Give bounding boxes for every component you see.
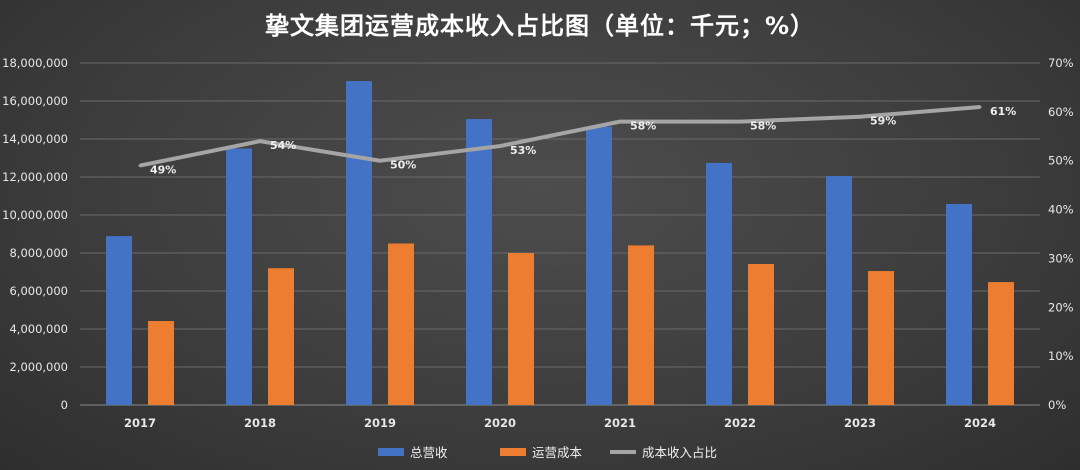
x-tick: 2021: [604, 416, 636, 430]
y-left-tick: 12,000,000: [2, 170, 68, 184]
y-right-tick: 70%: [1048, 56, 1074, 70]
y-left-tick: 8,000,000: [9, 246, 68, 260]
revenue-bar: [106, 236, 132, 405]
ratio-data-label: 59%: [870, 115, 896, 128]
x-tick: 2023: [844, 416, 876, 430]
cost-bar: [748, 264, 774, 405]
revenue-bar: [946, 203, 972, 405]
y-right-tick: 40%: [1048, 203, 1074, 217]
revenue-bar: [346, 81, 372, 406]
ratio-point: [618, 120, 622, 124]
y-left-tick: 16,000,000: [2, 94, 68, 108]
x-tick: 2018: [244, 416, 276, 430]
legend-bar-swatch: [378, 448, 404, 456]
x-tick: 2024: [964, 416, 996, 430]
ratio-point: [858, 115, 862, 119]
legend-label: 运营成本: [532, 445, 583, 460]
cost-bar: [508, 253, 534, 405]
legend-bar-swatch: [500, 448, 526, 456]
cost-bar: [628, 245, 654, 405]
ratio-point: [378, 159, 382, 163]
cost-bar: [148, 321, 174, 405]
y-left-tick: 0: [61, 398, 68, 412]
ratio-data-label: 54%: [270, 139, 296, 152]
x-tick: 2020: [484, 416, 516, 430]
ratio-line: [139, 104, 981, 168]
revenue-bar: [466, 119, 492, 406]
revenue-bar: [586, 126, 612, 406]
y-left-tick: 2,000,000: [9, 360, 68, 374]
y-left-tick: 18,000,000: [2, 56, 68, 70]
ratio-point: [978, 105, 982, 109]
cost-bar: [268, 268, 294, 405]
ratio-data-label: 58%: [750, 120, 776, 133]
x-tick: 2022: [724, 416, 756, 430]
cost-bar: [988, 282, 1014, 405]
ratio-point: [498, 144, 502, 148]
ratio-data-label: 58%: [630, 120, 656, 133]
ratio-data-label: 53%: [510, 144, 536, 157]
y-left-tick: 4,000,000: [9, 322, 68, 336]
ratio-point: [138, 164, 142, 168]
x-tick: 2019: [364, 416, 396, 430]
ratio-data-label: 61%: [990, 105, 1016, 118]
y-left-tick: 10,000,000: [2, 208, 68, 222]
x-tick: 2017: [124, 416, 156, 430]
ratio-data-label: 49%: [150, 164, 176, 177]
y-right-tick: 0%: [1048, 398, 1066, 412]
cost-bar: [868, 271, 894, 405]
y-right-tick: 10%: [1048, 349, 1074, 363]
ratio-point: [738, 120, 742, 124]
cost-bar: [388, 243, 414, 405]
chart-title: 挚文集团运营成本收入占比图（单位：千元；%）: [264, 12, 816, 40]
revenue-bar: [826, 176, 852, 405]
revenue-bar: [706, 162, 732, 405]
y-left-tick: 6,000,000: [9, 284, 68, 298]
ratio-point: [258, 139, 262, 143]
revenue-bar: [226, 148, 252, 405]
ratio-data-label: 50%: [390, 159, 416, 172]
legend-label: 成本收入占比: [642, 445, 717, 460]
y-right-tick: 20%: [1048, 300, 1074, 314]
y-right-tick: 50%: [1048, 154, 1074, 168]
y-left-tick: 14,000,000: [2, 132, 68, 146]
y-right-tick: 30%: [1048, 251, 1074, 265]
legend-label: 总营收: [410, 445, 448, 460]
y-right-tick: 60%: [1048, 105, 1074, 119]
